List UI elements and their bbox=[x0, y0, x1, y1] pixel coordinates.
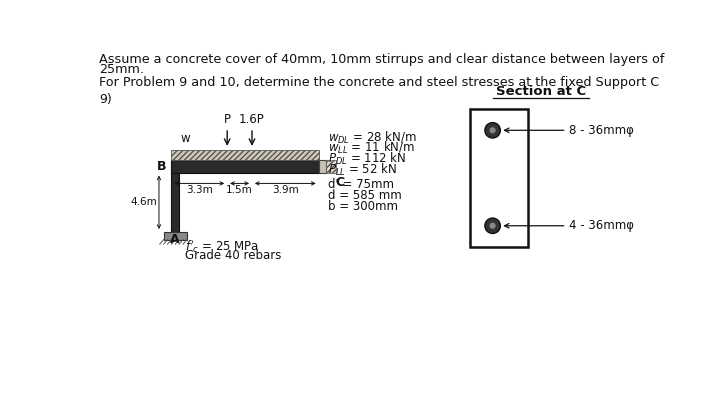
Text: $P_{LL}$ = 52 kN: $P_{LL}$ = 52 kN bbox=[328, 162, 397, 178]
Bar bbox=[171, 150, 319, 160]
Text: 8 - 36mmφ: 8 - 36mmφ bbox=[569, 124, 634, 137]
Circle shape bbox=[490, 223, 495, 229]
Text: $w_{LL}$ = 11 kN/m: $w_{LL}$ = 11 kN/m bbox=[328, 140, 415, 157]
Text: 1.5m: 1.5m bbox=[226, 185, 253, 195]
Text: 25mm.: 25mm. bbox=[99, 63, 144, 75]
Text: 4.6m: 4.6m bbox=[130, 197, 158, 207]
Text: $P_{DL}$ = 112 kN: $P_{DL}$ = 112 kN bbox=[328, 151, 406, 167]
Text: P: P bbox=[224, 112, 230, 126]
Bar bbox=[171, 173, 179, 232]
Text: A: A bbox=[171, 234, 180, 246]
Text: Assume a concrete cover of 40mm, 10mm stirrups and clear distance between layers: Assume a concrete cover of 40mm, 10mm st… bbox=[99, 52, 665, 66]
Text: b = 300mm: b = 300mm bbox=[328, 199, 398, 213]
Text: 3.9m: 3.9m bbox=[272, 185, 299, 195]
Text: 3.3m: 3.3m bbox=[186, 185, 212, 195]
Circle shape bbox=[485, 123, 500, 138]
Text: 1.6P: 1.6P bbox=[239, 112, 265, 126]
Text: $w_{DL}$ = 28 kN/m: $w_{DL}$ = 28 kN/m bbox=[328, 129, 417, 145]
Bar bbox=[171, 160, 319, 173]
Text: 4 - 36mmφ: 4 - 36mmφ bbox=[569, 219, 634, 232]
Bar bbox=[469, 109, 528, 247]
Text: Section at C: Section at C bbox=[496, 85, 587, 98]
Text: B: B bbox=[157, 160, 167, 173]
Text: $f'_c$ = 25 MPa: $f'_c$ = 25 MPa bbox=[185, 238, 259, 255]
Circle shape bbox=[485, 218, 500, 234]
Circle shape bbox=[490, 127, 495, 133]
Text: For Problem 9 and 10, determine the concrete and steel stresses at the fixed Sup: For Problem 9 and 10, determine the conc… bbox=[99, 76, 660, 89]
Bar bbox=[319, 159, 326, 173]
Text: 9): 9) bbox=[99, 94, 112, 106]
Text: C: C bbox=[336, 176, 345, 189]
Text: w: w bbox=[181, 132, 190, 145]
Bar bbox=[163, 232, 187, 240]
Bar bbox=[326, 159, 336, 173]
Text: d' = 75mm: d' = 75mm bbox=[328, 178, 394, 191]
Text: Grade 40 rebars: Grade 40 rebars bbox=[185, 249, 282, 262]
Text: d = 585 mm: d = 585 mm bbox=[328, 189, 402, 202]
